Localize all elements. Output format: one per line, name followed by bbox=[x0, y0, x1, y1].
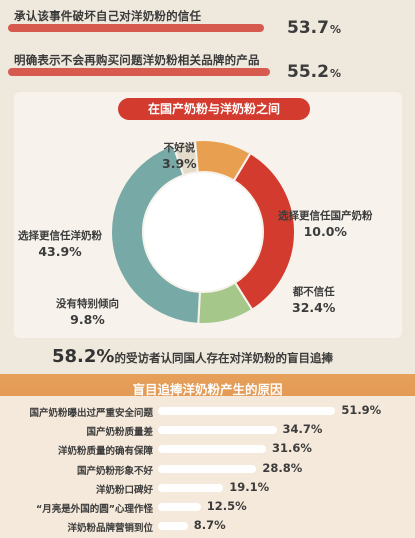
donut-chart bbox=[110, 139, 296, 325]
stat-label: 承认该事件破坏自己对洋奶粉的信任 bbox=[14, 9, 202, 23]
reason-value: 19.1% bbox=[229, 479, 270, 494]
reason-bar bbox=[158, 483, 224, 492]
donut-panel: 在国产奶粉与洋奶粉之间 不好说 3.9% 选择更信任国产奶粉 10.0% 都不信任 3… bbox=[14, 92, 402, 338]
reason-label: 洋奶粉口碑好 bbox=[95, 484, 153, 496]
slice-label-domestic: 选择更信任国产奶粉 10.0% bbox=[278, 210, 373, 239]
reason-value: 31.6% bbox=[271, 441, 312, 456]
stat-no-repurchase: 明确表示不会再购买问题洋奶粉相关品牌的产品 55.2% bbox=[0, 48, 415, 82]
reason-row: 洋奶粉口碑好 19.1% bbox=[0, 479, 415, 497]
reason-bar bbox=[158, 522, 188, 531]
reason-row: “月亮是外国的圆”心理作怪 12.5% bbox=[0, 499, 415, 516]
stat-value: 55.2% bbox=[287, 62, 341, 82]
reason-bar bbox=[158, 464, 257, 473]
reason-value: 8.7% bbox=[193, 518, 226, 533]
slice-label-neither: 都不信任 32.4% bbox=[292, 286, 336, 315]
reason-row: 国产奶粉曝出过严重安全问题 51.9% bbox=[0, 403, 415, 420]
reason-bar bbox=[158, 503, 201, 511]
headline-value: 58.2% bbox=[52, 346, 115, 367]
reason-label: 洋奶粉质量的确有保障 bbox=[57, 446, 153, 458]
reason-row: 洋奶粉质量的确有保障 31.6% bbox=[0, 441, 415, 458]
reason-label: “月亮是外国的圆”心理作怪 bbox=[36, 504, 153, 515]
slice-label-neutral: 没有特别倾向 9.8% bbox=[56, 298, 119, 327]
stat-value: 53.7% bbox=[287, 18, 341, 38]
headline-text: 的受访者认同国人存在对洋奶粉的盲目追捧 bbox=[114, 351, 333, 365]
slice-label-unsure: 不好说 3.9% bbox=[162, 142, 197, 171]
slice-label-foreign: 选择更信任洋奶粉 43.9% bbox=[18, 230, 102, 259]
stat-label: 明确表示不会再购买问题洋奶粉相关品牌的产品 bbox=[14, 53, 260, 67]
reason-bar bbox=[158, 445, 266, 454]
reasons-title: 盲目追捧洋奶粉产生的原因 bbox=[132, 382, 283, 397]
reason-row: 国产奶粉形象不好 28.8% bbox=[0, 460, 415, 478]
slice-neither bbox=[232, 151, 296, 312]
reason-label: 国产奶粉质量差 bbox=[86, 427, 153, 439]
donut-title: 在国产奶粉与洋奶粉之间 bbox=[118, 98, 310, 120]
donut-hole bbox=[144, 173, 262, 291]
slice-foreign bbox=[110, 143, 201, 325]
reasons-panel bbox=[0, 374, 415, 538]
reason-label: 国产奶粉曝出过严重安全问题 bbox=[29, 408, 153, 419]
reason-bar bbox=[158, 407, 336, 415]
stat-bar bbox=[8, 68, 270, 76]
reason-value: 12.5% bbox=[206, 499, 247, 513]
stat-trust-damaged: 承认该事件破坏自己对洋奶粉的信任 53.7% bbox=[0, 4, 415, 38]
reason-label: 洋奶粉品牌营销到位 bbox=[67, 523, 153, 535]
reason-value: 34.7% bbox=[282, 422, 323, 437]
reason-bar bbox=[158, 426, 277, 435]
reason-label: 国产奶粉形象不好 bbox=[76, 465, 153, 477]
stat-bar bbox=[8, 24, 264, 32]
reason-value: 51.9% bbox=[341, 403, 382, 417]
headline: 58.2%的受访者认同国人存在对洋奶粉的盲目追捧 bbox=[52, 346, 333, 367]
reason-row: 洋奶粉品牌营销到位 8.7% bbox=[0, 518, 415, 535]
reason-value: 28.8% bbox=[262, 460, 303, 475]
reason-row: 国产奶粉质量差 34.7% bbox=[0, 422, 415, 439]
